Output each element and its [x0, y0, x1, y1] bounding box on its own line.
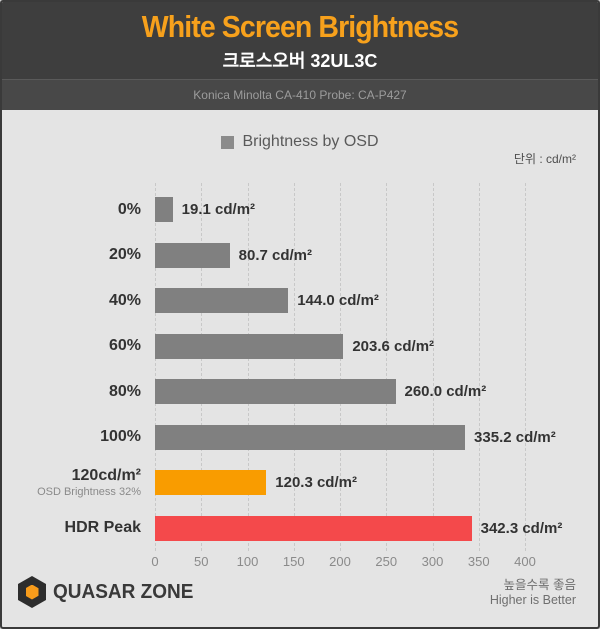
gridline — [247, 183, 249, 551]
header: White Screen Brightness 크로스오버 32UL3C — [2, 2, 598, 79]
quasarzone-hexagon-icon — [18, 576, 46, 608]
chart-row: 40% 144.0 cd/m² — [2, 278, 598, 324]
unit-label: 단위 : cd/m² — [513, 152, 576, 166]
x-tick-label: 300 — [421, 554, 444, 569]
value-label: 342.3 cd/m² — [480, 519, 563, 537]
x-tick-label: 250 — [375, 554, 398, 569]
chart-row: 0% 19.1 cd/m² — [2, 187, 598, 233]
category-label-main: HDR Peak — [64, 519, 141, 537]
equipment-bar: Konica Minolta CA-410 Probe: CA-P427 — [2, 79, 598, 110]
gridline — [340, 183, 341, 551]
page-title: White Screen Brightness — [141, 8, 459, 44]
value-label: 260.0 cd/m² — [404, 383, 487, 401]
value-label: 120.3 cd/m² — [275, 474, 357, 492]
category-label: 120cd/m² OSD Brightness 32% — [2, 467, 155, 498]
category-label-main: 0% — [117, 200, 141, 218]
category-label-main: 60% — [108, 337, 141, 355]
category-label-main: 40% — [108, 291, 141, 309]
value-label: 144.0 cd/m² — [297, 292, 379, 310]
chart-row: 20% 80.7 cd/m² — [2, 233, 598, 279]
gridline — [525, 183, 526, 551]
category-label-main: 100% — [100, 428, 141, 446]
category-label: 20% — [2, 246, 155, 264]
chart-row: 60% 203.6 cd/m² — [2, 324, 598, 370]
quasarzone-logo: QUASAR ZONE — [18, 573, 201, 611]
category-label-main: 80% — [108, 382, 141, 400]
gridline — [293, 183, 295, 551]
chart-rows: 0% 19.1 cd/m² 20% 80.7 cd/m² 40% 144.0 cd/m² 6… — [2, 187, 598, 552]
value-label: 335.2 cd/m² — [474, 428, 556, 446]
bar — [155, 242, 230, 268]
value-label: 19.1 cd/m² — [181, 201, 256, 219]
category-label: 80% — [2, 383, 155, 401]
category-label: 60% — [2, 337, 155, 355]
x-tick-label: 400 — [514, 554, 536, 569]
note-korean: 높을수록 좋음 — [503, 578, 576, 592]
legend-swatch-icon — [221, 135, 235, 149]
bar — [155, 379, 396, 405]
note-english: Higher is Better — [489, 593, 576, 607]
equipment-label: Konica Minolta CA-410 Probe: CA-P427 — [193, 88, 407, 102]
bar — [155, 515, 472, 541]
value-label: 203.6 cd/m² — [352, 337, 435, 355]
x-axis: 0 50 100 150 200 250 300 350 400 — [2, 554, 598, 572]
gridline — [201, 183, 203, 551]
monitor-model-subtitle: 크로스오버 32UL3C — [222, 50, 378, 71]
x-tick-label: 150 — [282, 554, 305, 569]
category-label: 100% — [2, 428, 155, 446]
category-label-main: 120cd/m² — [71, 467, 141, 485]
x-tick-label: 200 — [329, 554, 351, 569]
x-tick-label: 50 — [194, 554, 209, 569]
bar — [155, 424, 466, 450]
gridline — [478, 183, 480, 551]
chart-row: 120cd/m² OSD Brightness 32% 120.3 cd/m² — [2, 460, 598, 506]
chart-row: 80% 260.0 cd/m² — [2, 369, 598, 415]
quasarzone-hexagon-inner-icon — [25, 584, 39, 600]
category-label-main: 20% — [108, 246, 141, 264]
bar — [155, 470, 267, 496]
legend-label: Brightness by OSD — [242, 133, 379, 150]
gridline — [155, 183, 156, 551]
x-tick-label: 100 — [236, 554, 259, 569]
chart-legend: Brightness by OSD — [2, 133, 598, 151]
chart-row: 100% 335.2 cd/m² — [2, 415, 598, 461]
gridline — [386, 183, 388, 551]
category-label: HDR Peak — [2, 519, 155, 537]
higher-is-better-note: 높을수록 좋음 Higher is Better — [490, 578, 576, 608]
x-tick-label: 350 — [467, 554, 490, 569]
category-label: 40% — [2, 292, 155, 310]
chart-row: HDR Peak 342.3 cd/m² — [2, 506, 598, 552]
bar — [155, 288, 289, 314]
x-tick-label: 0 — [151, 554, 159, 569]
value-label: 80.7 cd/m² — [238, 246, 313, 264]
bar — [155, 333, 344, 359]
category-sublabel: OSD Brightness 32% — [37, 485, 141, 498]
quasarzone-logo-text: QUASAR ZONE — [53, 580, 194, 603]
bar — [155, 197, 173, 223]
gridline — [432, 183, 434, 551]
category-label: 0% — [2, 201, 155, 219]
bar-chart: 0% 19.1 cd/m² 20% 80.7 cd/m² 40% 144.0 cd/m² 6… — [2, 183, 598, 552]
